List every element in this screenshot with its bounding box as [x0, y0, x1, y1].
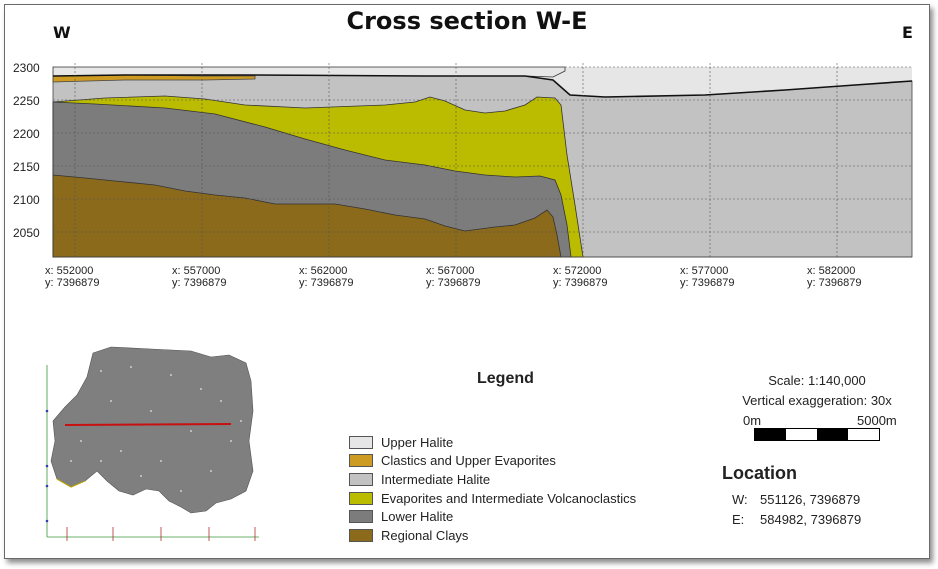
- ridge-line: [52, 74, 913, 98]
- scalebar-segment: [755, 429, 786, 440]
- vertical-grid: [74, 63, 838, 257]
- x-tick-x-label: x: 577000: [680, 265, 728, 277]
- map-edge-highlight: [56, 478, 86, 488]
- legend-label: Intermediate Halite: [381, 471, 491, 487]
- x-tick-y-label: y: 7396879: [680, 277, 734, 289]
- y-tick-label: 2300: [13, 61, 40, 75]
- scalebar-segment: [786, 429, 817, 440]
- legend-label: Clastics and Upper Evaporites: [381, 453, 556, 469]
- legend-item: Regional Clays: [349, 526, 636, 545]
- x-tick-y-label: y: 7396879: [45, 277, 99, 289]
- y-tick-label: 2250: [13, 94, 40, 108]
- y-tick-label: 2050: [13, 226, 40, 240]
- legend-label: Upper Halite: [381, 434, 454, 450]
- location-west-row: W: 551126, 7396879: [732, 492, 860, 507]
- legend-swatch: [349, 435, 373, 449]
- x-tick-x-label: x: 567000: [426, 265, 474, 277]
- x-tick-x-label: x: 557000: [172, 265, 220, 277]
- x-tick-labels: x: 552000 y: 7396879 x: 557000 y: 739687…: [45, 265, 861, 289]
- scalebar-segment: [848, 429, 879, 440]
- x-tick-x-label: x: 562000: [299, 265, 347, 277]
- location-east-value: 584982, 7396879: [760, 512, 862, 527]
- scalebar-segment: [817, 429, 848, 440]
- map-axis-dots: [45, 409, 49, 523]
- map-speckles: [70, 366, 242, 492]
- x-tick-y-label: y: 7396879: [807, 277, 861, 289]
- x-tick-x-label: x: 552000: [45, 265, 93, 277]
- y-tick-label: 2200: [13, 127, 40, 141]
- legend-item: Lower Halite: [349, 507, 636, 526]
- legend-label: Lower Halite: [381, 509, 454, 525]
- legend-swatch: [349, 454, 373, 468]
- legend-swatch: [349, 472, 373, 486]
- location-east-row: E: 584982, 7396879: [732, 512, 861, 527]
- west-label: W: [53, 23, 71, 42]
- y-tick-label: 2100: [13, 193, 40, 207]
- figure-title: Cross section W-E: [346, 7, 588, 35]
- legend-swatch: [349, 510, 373, 524]
- horizontal-grid: [53, 66, 912, 233]
- scalebar-end-label: 5000m: [857, 413, 897, 428]
- legend-item: Clastics and Upper Evaporites: [349, 452, 636, 471]
- legend-item: Upper Halite: [349, 433, 636, 452]
- location-map-inset: [45, 346, 259, 541]
- scale-text: Scale: 1:140,000: [768, 373, 866, 388]
- x-tick-y-label: y: 7396879: [172, 277, 226, 289]
- scale-bar: [754, 428, 880, 441]
- basin-map-shape: [50, 346, 254, 514]
- x-tick-y-label: y: 7396879: [553, 277, 607, 289]
- legend: Upper Halite Clastics and Upper Evaporit…: [349, 433, 636, 545]
- east-label: E: [902, 23, 913, 42]
- location-west-key: W:: [732, 492, 748, 507]
- legend-swatch: [349, 528, 373, 542]
- layer-regional-clays: [52, 174, 562, 258]
- y-tick-label: 2150: [13, 160, 40, 174]
- section-line-marker: [64, 423, 232, 426]
- x-tick-x-label: x: 582000: [807, 265, 855, 277]
- vertical-exaggeration-text: Vertical exaggeration: 30x: [742, 393, 892, 408]
- legend-item: Intermediate Halite: [349, 470, 636, 489]
- y-tick-labels: 2300 2250 2200 2150 2100 2050: [13, 61, 40, 240]
- figure-frame: Cross section W-E W E: [4, 4, 930, 559]
- legend-item: Evaporites and Intermediate Volcanoclast…: [349, 489, 636, 508]
- location-east-key: E:: [732, 512, 745, 527]
- x-tick-x-label: x: 572000: [553, 265, 601, 277]
- location-west-value: 551126, 7396879: [760, 492, 861, 507]
- location-title: Location: [722, 463, 797, 483]
- scalebar-start-label: 0m: [743, 413, 762, 428]
- legend-label: Evaporites and Intermediate Volcanoclast…: [381, 490, 637, 506]
- map-tick-marks: [66, 527, 256, 541]
- x-tick-y-label: y: 7396879: [426, 277, 480, 289]
- legend-swatch: [349, 491, 373, 505]
- legend-title: Legend: [477, 370, 534, 387]
- legend-label: Regional Clays: [381, 527, 469, 543]
- cross-section-diagram: 2300 2250 2200 2150 2100 2050 x: 552000 …: [13, 61, 913, 289]
- x-tick-y-label: y: 7396879: [299, 277, 353, 289]
